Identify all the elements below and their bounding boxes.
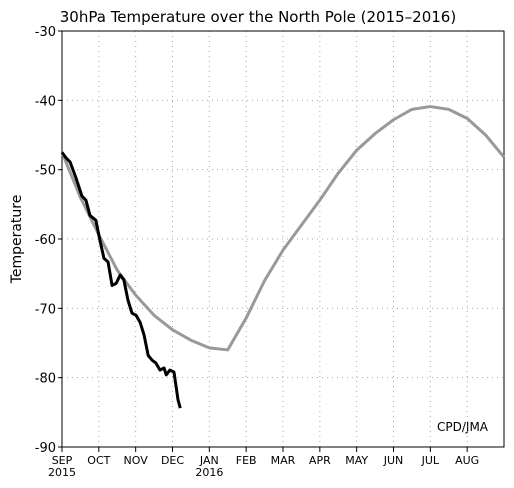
- x-tick-label: MAY: [345, 454, 368, 467]
- chart-title: 30hPa Temperature over the North Pole (2…: [60, 8, 456, 26]
- plot-frame: [61, 30, 505, 448]
- x-year-label: 2016: [195, 466, 223, 479]
- x-year-label: 2015: [48, 466, 76, 479]
- x-tick-label: SEP: [52, 454, 73, 467]
- x-tick-label: OCT: [87, 454, 110, 467]
- x-tick-label: JUN: [383, 454, 404, 467]
- x-tick-label: JAN: [199, 454, 219, 467]
- y-tick-label: -80: [35, 372, 56, 387]
- x-tick-label: NOV: [124, 454, 149, 467]
- x-tick-label: FEB: [236, 454, 257, 467]
- y-tick-label: -60: [35, 233, 56, 248]
- y-axis-label: Temperature: [9, 195, 25, 285]
- y-tick-label: -70: [35, 302, 56, 317]
- y-tick-label: -90: [35, 441, 56, 456]
- x-tick-label: DEC: [161, 454, 184, 467]
- x-tick-label: JUL: [421, 454, 440, 467]
- annotation: CPD/JMA: [437, 420, 489, 434]
- series-line: [60, 151, 182, 409]
- y-tick-label: -30: [35, 25, 56, 40]
- y-tick-label: -50: [35, 164, 56, 179]
- series-line: [60, 105, 506, 352]
- y-tick-label: -40: [35, 94, 56, 109]
- x-tick-label: MAR: [271, 454, 296, 467]
- x-tick-label: AUG: [455, 454, 479, 467]
- x-tick-label: APR: [309, 454, 331, 467]
